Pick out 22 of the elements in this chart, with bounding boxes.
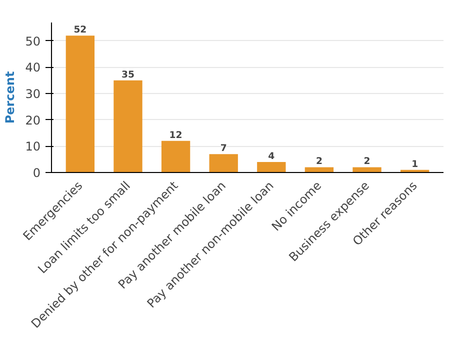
bar (257, 162, 286, 172)
y-tick-label: 50 (25, 34, 41, 48)
data-label: 2 (364, 156, 370, 168)
y-tick-label: 0 (32, 166, 41, 180)
y-tick-label: 40 (25, 60, 41, 75)
y-tick-label: 10 (25, 140, 41, 154)
bar (209, 154, 238, 172)
y-tick-label: 30 (25, 87, 41, 102)
bar (161, 140, 190, 172)
bar (352, 167, 382, 172)
y-tick-label: 20 (25, 113, 41, 128)
y-axis-title: Percent (3, 71, 18, 124)
data-label: 12 (169, 130, 182, 141)
bar (114, 80, 142, 172)
data-label: 35 (121, 69, 134, 80)
data-label: 7 (220, 143, 227, 154)
bar (304, 167, 334, 172)
data-label: 1 (412, 158, 418, 170)
data-label: 52 (74, 24, 87, 36)
data-label: 4 (268, 150, 276, 162)
data-label: 2 (316, 156, 322, 168)
bar (66, 36, 95, 172)
